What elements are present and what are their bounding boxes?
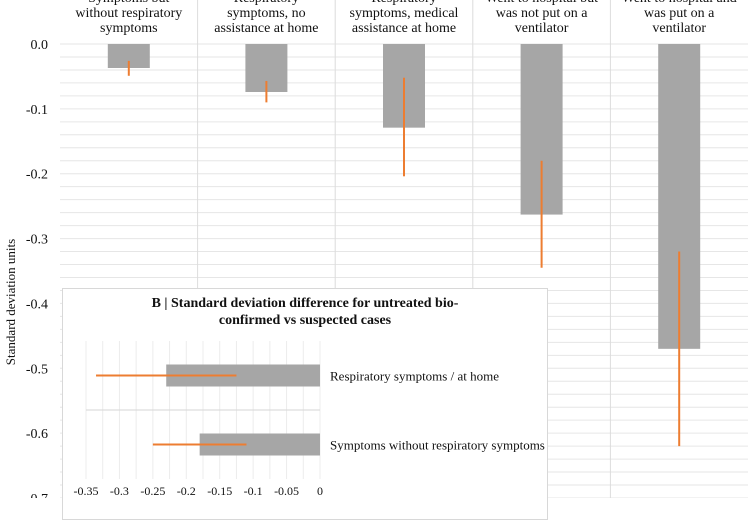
category-label: Went to hospital but (485, 0, 598, 6)
category-label: ventilator (652, 21, 706, 36)
inset-panel: -0.35 -0.3 -0.25 -0.2 -0.15 -0.1 -0.05 0 Respira… (62, 288, 548, 520)
inset-x-tick-label: -0.05 (274, 484, 299, 498)
y-tick-label: -0.5 (26, 362, 48, 377)
category-label: ventilator (515, 21, 569, 36)
inset-x-tick-label: -0.1 (244, 484, 263, 498)
category-label: was not put on a (496, 6, 589, 21)
category-label: assistance at home (214, 21, 318, 36)
y-tick-label: -0.6 (26, 427, 48, 442)
category-label: Respiratory (234, 0, 299, 6)
category-label: symptoms, no (227, 6, 306, 21)
bar (107, 44, 150, 68)
category-label: assistance at home (352, 21, 456, 36)
inset-bar (166, 364, 320, 387)
inset-x-tick-label: 0 (317, 484, 323, 498)
y-tick-label: -0.7 (26, 492, 48, 498)
main-chart: 0.0 -0.1 -0.2 -0.3 -0.4 -0.5 -0.6 -0.7 Standard … (3, 0, 748, 498)
category-label: Respiratory (371, 0, 436, 6)
y-tick-label: -0.1 (26, 103, 48, 118)
inset-x-tick-label: -0.15 (207, 484, 232, 498)
category-label: symptoms (100, 21, 158, 36)
y-axis-label: Standard deviation units (3, 239, 18, 365)
inset-x-tick-label: -0.2 (177, 484, 196, 498)
y-tick-label: -0.2 (26, 168, 48, 183)
category-label: without respiratory (75, 6, 182, 21)
category-label: symptoms, medical (350, 6, 459, 21)
inset-x-tick-label: -0.25 (140, 484, 165, 498)
y-tick-label: -0.4 (26, 297, 48, 312)
y-tick-label: -0.3 (26, 233, 48, 248)
inset-chart: -0.35 -0.3 -0.25 -0.2 -0.15 -0.1 -0.05 0 Respira… (74, 341, 545, 498)
y-tick-label: 0.0 (31, 38, 49, 53)
inset-title-line: confirmed vs suspected cases (218, 313, 392, 328)
inset-category-label: Respiratory symptoms / at home (330, 369, 499, 384)
inset-title: B | Standard deviation difference for un… (63, 295, 547, 329)
inset-title-line: B | Standard deviation difference for un… (151, 296, 459, 311)
category-label: Symptoms but (88, 0, 169, 6)
category-label: was put on a (644, 6, 715, 21)
inset-x-tick-label: -0.3 (110, 484, 129, 498)
category-label: Went to hospital and (622, 0, 737, 6)
inset-bar (199, 433, 320, 456)
inset-category-label: Symptoms without respiratory symptoms (330, 438, 545, 453)
inset-x-tick-label: -0.35 (74, 484, 99, 498)
